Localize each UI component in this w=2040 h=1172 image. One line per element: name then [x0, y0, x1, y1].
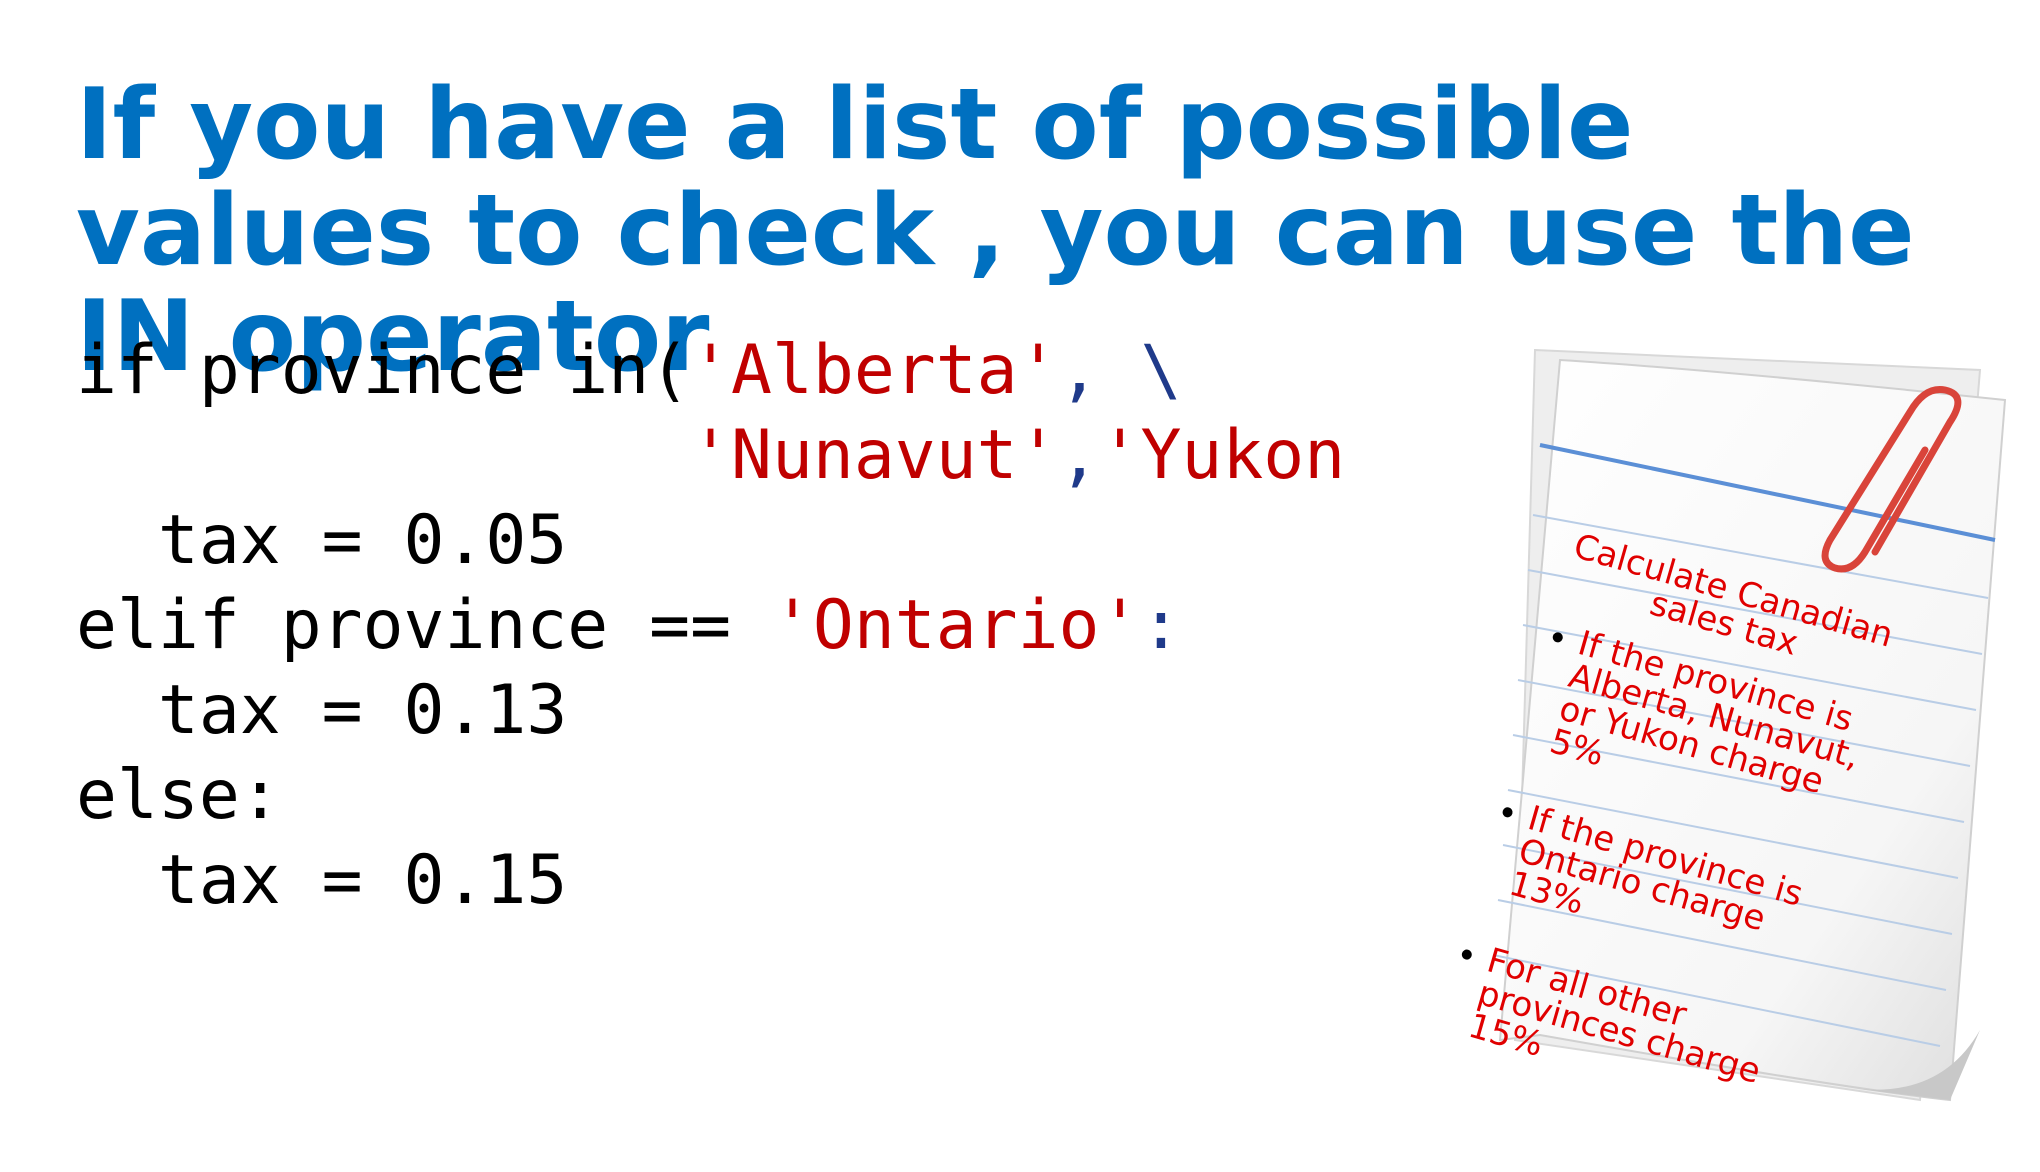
code-line-4: elif province == 'Ontario':	[76, 586, 1181, 665]
code-keyword: elif province ==	[76, 586, 772, 665]
code-string: 'Alberta'	[690, 331, 1059, 410]
code-indent	[76, 416, 690, 495]
code-line-6: else:	[76, 756, 281, 835]
code-string: 'Ontario'	[771, 586, 1141, 665]
code-string: 'Nunavut'	[690, 416, 1059, 495]
slide-title: If you have a list of possible values to…	[76, 68, 1915, 394]
code-keyword: if province in(	[76, 331, 691, 410]
list-item: For all other provinces charge 15%	[1464, 940, 1795, 1128]
code-line-1: if province in('Alberta', \	[76, 331, 1181, 410]
code-punct: :	[1140, 586, 1182, 665]
code-line-2: 'Nunavut','Yukon	[76, 416, 1345, 495]
lined-paper-note	[1492, 348, 2007, 1102]
code-line-7: tax = 0.15	[76, 841, 568, 920]
code-line-5: tax = 0.13	[76, 671, 568, 750]
code-punct: , \	[1058, 331, 1182, 410]
code-block: if province in('Alberta', \ 'Nunavut','Y…	[76, 328, 1345, 923]
note-card: Calculate Canadian sales tax If the prov…	[1420, 340, 2020, 1120]
code-line-3: tax = 0.05	[76, 501, 568, 580]
code-string: 'Yukon	[1099, 416, 1346, 495]
paperclip-icon	[1821, 385, 1962, 573]
code-punct: ,	[1058, 416, 1100, 495]
